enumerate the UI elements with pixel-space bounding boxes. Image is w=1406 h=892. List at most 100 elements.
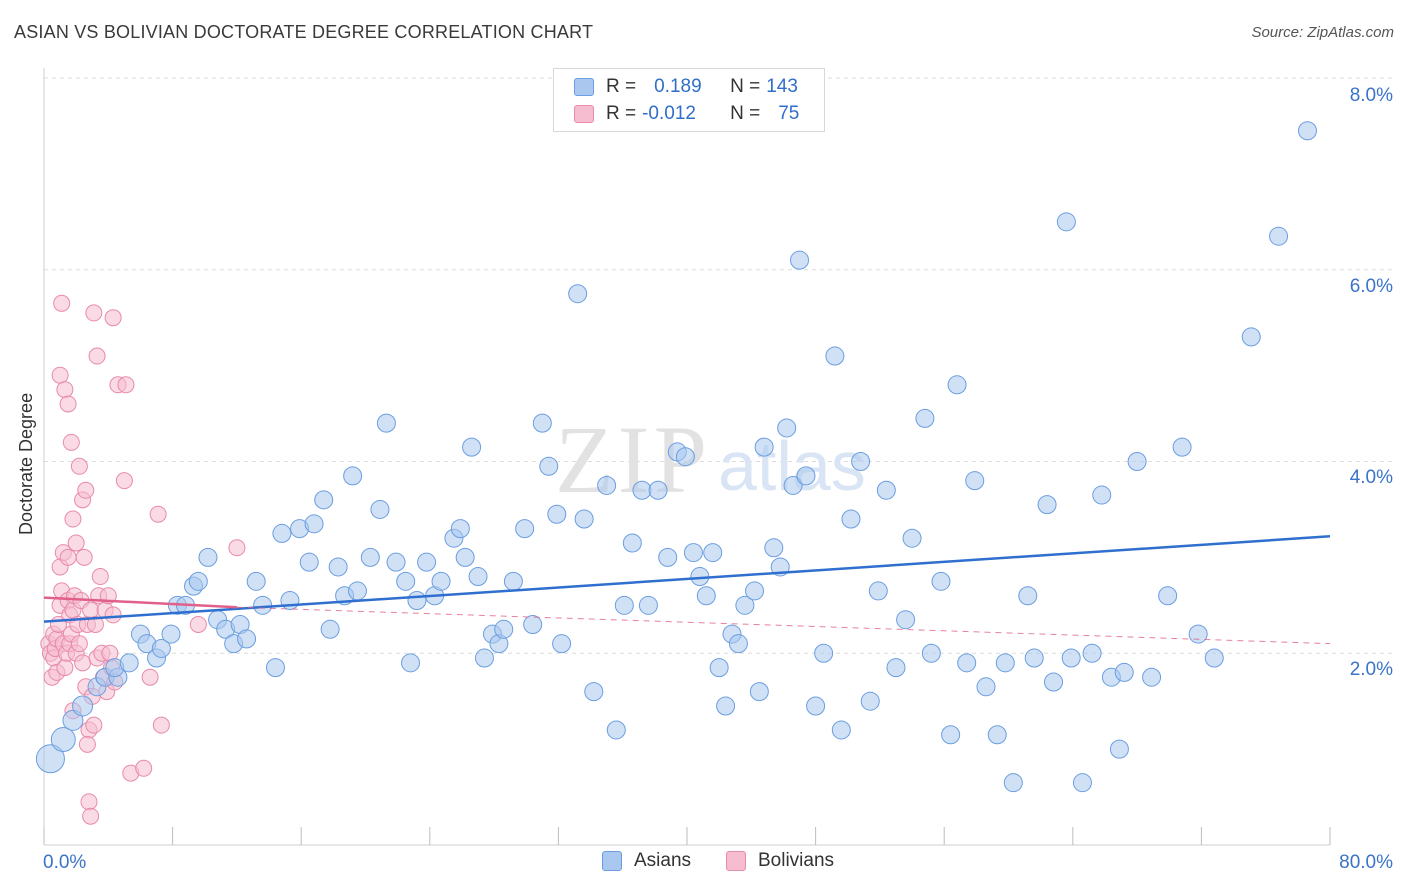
bolivian-r-value: -0.012 xyxy=(642,103,696,124)
bolivian-point xyxy=(115,472,133,490)
bolivian-swatch xyxy=(574,105,594,123)
asian-point xyxy=(1092,485,1112,505)
trend-lines xyxy=(43,535,1331,645)
y-axis-label: Doctorate Degree xyxy=(16,392,36,535)
asian-point xyxy=(796,466,816,486)
bolivian-point xyxy=(149,505,167,523)
asian-point xyxy=(1172,437,1192,457)
asian-point xyxy=(886,658,906,678)
source-label: Source: ZipAtlas.com xyxy=(1251,24,1394,41)
asian-point xyxy=(1158,586,1178,606)
asians-swatch xyxy=(602,851,622,871)
asian-point xyxy=(72,695,94,717)
bolivian-point xyxy=(70,457,88,475)
asian-point xyxy=(703,543,723,563)
asian-point xyxy=(503,571,523,591)
asian-point xyxy=(396,571,416,591)
asian-point xyxy=(119,653,139,673)
asian-point xyxy=(1061,648,1081,668)
asian-point xyxy=(921,643,941,663)
asian-point xyxy=(328,557,348,577)
legend-row-bolivian: R = -0.012 N = 75 xyxy=(574,102,799,126)
legend-item-asians[interactable]: Asians xyxy=(602,850,691,872)
bolivian-point xyxy=(74,654,92,672)
asian-point xyxy=(246,571,266,591)
asian-point xyxy=(1044,672,1064,692)
asian-point xyxy=(745,581,765,601)
legend-row-asian: R = 0.189 N = 143 xyxy=(574,75,798,99)
x-tick-min: 0.0% xyxy=(43,852,87,873)
asian-point xyxy=(455,547,475,567)
asian-point xyxy=(376,413,396,433)
asian-point xyxy=(622,533,642,553)
asian-point xyxy=(941,725,961,745)
asian-n-value: 143 xyxy=(766,76,798,97)
bolivian-point xyxy=(189,615,207,633)
asian-point xyxy=(860,691,880,711)
asian-point xyxy=(1082,643,1102,663)
asian-point xyxy=(407,591,427,611)
asian-point xyxy=(716,696,736,716)
asian-point xyxy=(494,619,514,639)
asian-point xyxy=(783,475,803,495)
bolivian-point xyxy=(88,347,106,365)
legend-item-bolivians[interactable]: Bolivians xyxy=(726,850,834,872)
correlation-legend: R = 0.189 N = 143 R = -0.012 N = 75 xyxy=(553,68,825,132)
asian-point xyxy=(401,653,421,673)
asian-point xyxy=(709,658,729,678)
asian-point xyxy=(532,413,552,433)
bolivian-point xyxy=(85,304,103,322)
asian-point xyxy=(1037,495,1057,515)
asian-point xyxy=(547,504,567,524)
asian-point xyxy=(523,614,543,634)
y-tick-4: 4.0% xyxy=(1349,467,1393,488)
asian-point xyxy=(584,682,604,702)
bolivian-point xyxy=(228,539,246,557)
asian-point xyxy=(638,595,658,615)
asian-point xyxy=(806,696,826,716)
bolivian-point xyxy=(59,395,77,413)
bolivians-swatch xyxy=(726,851,746,871)
asian-point xyxy=(539,456,559,476)
asian-point xyxy=(314,490,334,510)
asian-point xyxy=(868,581,888,601)
asian-point xyxy=(696,586,716,606)
bolivian-trendline xyxy=(43,596,237,609)
asian-point xyxy=(931,571,951,591)
asian-point xyxy=(648,480,668,500)
bolivian-point xyxy=(80,793,98,811)
asian-points xyxy=(35,121,1317,793)
asian-point xyxy=(1204,648,1224,668)
asian-point xyxy=(597,475,617,495)
asian-point xyxy=(1188,624,1208,644)
asians-label: Asians xyxy=(634,850,692,871)
bolivian-point xyxy=(62,433,80,451)
asian-point xyxy=(50,727,76,753)
bolivian-points xyxy=(40,294,246,825)
bolivian-trendline-extension xyxy=(236,606,1331,645)
asian-point xyxy=(1056,212,1076,232)
asian-point xyxy=(683,543,703,563)
asian-point xyxy=(386,552,406,572)
asian-point xyxy=(515,519,535,539)
bolivian-point xyxy=(85,716,103,734)
bolivian-point xyxy=(117,376,135,394)
x-tick-max: 80.0% xyxy=(1339,852,1393,873)
y-tick-8: 8.0% xyxy=(1349,85,1393,106)
y-tick-2: 2.0% xyxy=(1349,659,1393,680)
asian-point xyxy=(735,595,755,615)
bolivian-r-label: R = xyxy=(606,103,637,124)
asian-point xyxy=(1127,452,1147,471)
bolivian-n-label: N = xyxy=(730,103,761,124)
asian-point xyxy=(658,547,678,567)
asian-point xyxy=(825,346,845,366)
bolivian-point xyxy=(104,309,122,327)
asian-point xyxy=(1269,226,1289,246)
asian-point xyxy=(265,658,285,678)
asian-point xyxy=(198,547,218,567)
asian-point xyxy=(468,567,488,587)
asian-point xyxy=(841,509,861,529)
bolivian-point xyxy=(75,548,93,566)
asian-point xyxy=(957,653,977,673)
asian-point xyxy=(987,725,1007,745)
